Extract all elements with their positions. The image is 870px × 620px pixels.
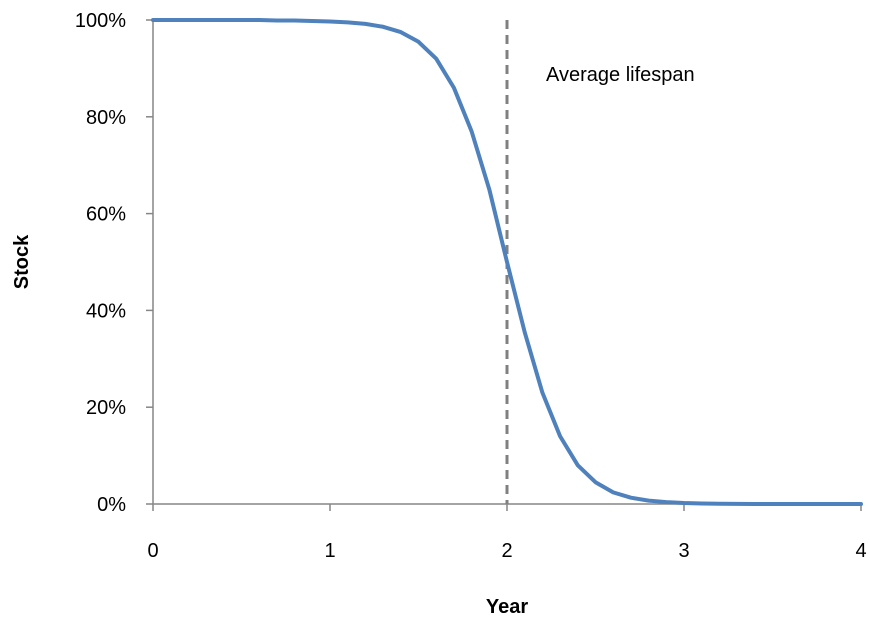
y-tick-label: 20% [86, 397, 126, 419]
y-tick-label: 80% [86, 107, 126, 129]
x-axis-title: Year [486, 596, 528, 618]
x-tick-label: 3 [678, 540, 689, 562]
y-tick-label: 60% [86, 204, 126, 226]
plot-area: 0 1 2 3 4 0% 20% 40% 60% 80% 100% [75, 10, 867, 562]
x-axis-ticks: 0 1 2 3 4 [147, 504, 867, 562]
y-axis-title: Stock [11, 234, 33, 289]
average-lifespan-label: Average lifespan [546, 64, 695, 86]
x-tick-label: 0 [147, 540, 158, 562]
x-tick-label: 1 [324, 540, 335, 562]
x-tick-label: 4 [855, 540, 866, 562]
y-axis-ticks: 0% 20% 40% 60% 80% 100% [75, 10, 153, 516]
x-tick-label: 2 [501, 540, 512, 562]
y-tick-label: 100% [75, 10, 126, 32]
y-tick-label: 40% [86, 300, 126, 322]
stock-series-line [151, 18, 863, 506]
y-tick-label: 0% [97, 494, 126, 516]
